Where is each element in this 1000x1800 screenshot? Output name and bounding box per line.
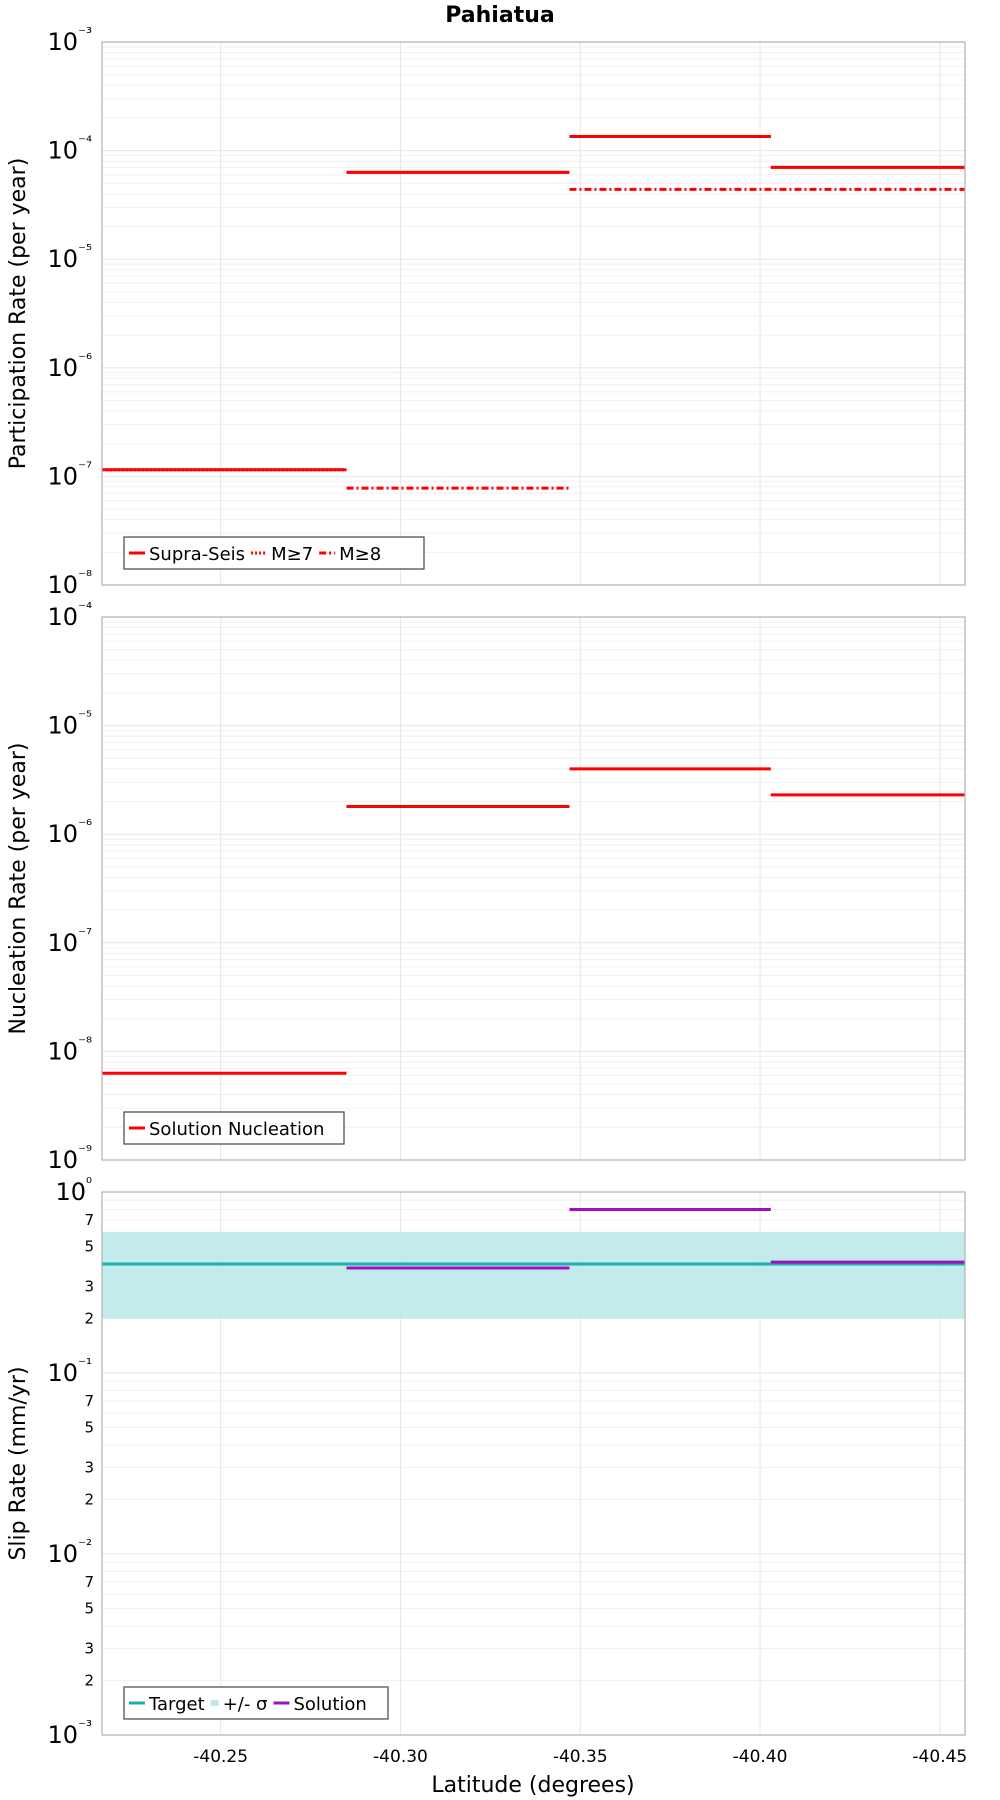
plot-frame [101, 616, 966, 1161]
legend-label: +/- σ [223, 1694, 268, 1715]
y-axis-label: Participation Rate (per year) [6, 158, 31, 470]
y-minor-tick-label: 5 [84, 1237, 94, 1255]
legend [123, 1686, 389, 1720]
y-tick-label: 10⁻⁴ [48, 133, 92, 165]
legend-label: Target [148, 1694, 205, 1715]
y-minor-tick-label: 3 [84, 1278, 94, 1296]
y-minor-tick-label: 3 [84, 1459, 94, 1477]
y-tick-label: 10⁻³ [48, 24, 92, 56]
x-tick-label: -40.45 [912, 1747, 967, 1767]
y-tick-label: 10⁻⁹ [48, 1142, 92, 1174]
y-tick-label: 10⁻⁵ [48, 708, 92, 740]
x-axis-label: Latitude (degrees) [431, 1773, 634, 1798]
y-minor-tick-label: 7 [84, 1211, 94, 1229]
x-tick-label: -40.30 [373, 1747, 428, 1767]
y-tick-label: 10⁻⁴ [48, 599, 92, 631]
x-tick-label: -40.35 [553, 1747, 608, 1767]
legend-label: Solution Nucleation [149, 1119, 324, 1140]
y-minor-tick-label: 7 [84, 1392, 94, 1410]
y-minor-tick-label: 5 [84, 1418, 94, 1436]
y-axis-label: Slip Rate (mm/yr) [6, 1366, 31, 1560]
chart-title: Pahiatua [445, 3, 554, 28]
x-tick-label: -40.25 [193, 1747, 248, 1767]
legend [123, 536, 425, 570]
panel-3: 10⁻³ 10⁻² 10⁻¹ 10⁰ 2 3 5 7 2 3 5 7 2 3 5 7 Slip Rate (mm… [6, 1174, 967, 1767]
y-tick-label: 10⁻² [48, 1536, 92, 1568]
y-tick-label: 10⁻⁷ [48, 458, 92, 490]
legend [123, 1111, 345, 1145]
y-minor-tick-label: 2 [84, 1672, 94, 1690]
y-tick-label: 10⁰ [55, 1174, 92, 1206]
y-tick-label: 10⁻⁵ [48, 241, 92, 273]
legend-label: M≥8 [339, 544, 381, 565]
plot-frame [101, 41, 966, 586]
legend-label: M≥7 [271, 544, 313, 565]
y-tick-label: 10⁻⁶ [48, 350, 92, 382]
y-axis-label: Nucleation Rate (per year) [6, 743, 31, 1035]
y-minor-tick-label: 7 [84, 1573, 94, 1591]
y-minor-tick-label: 5 [84, 1599, 94, 1617]
y-minor-tick-label: 3 [84, 1640, 94, 1658]
legend-label: Supra-Seis [149, 544, 245, 565]
y-minor-tick-label: 2 [84, 1310, 94, 1328]
plot-frame [101, 1191, 966, 1736]
y-tick-label: 10⁻⁷ [48, 925, 92, 957]
legend-swatch [210, 1700, 219, 1706]
y-tick-label: 10⁻⁸ [48, 1033, 92, 1065]
legend-label: Solution [293, 1694, 366, 1715]
sigma-band [102, 1232, 965, 1319]
y-tick-label: 10⁻⁶ [48, 816, 92, 848]
x-tick-label: -40.40 [733, 1747, 788, 1767]
panel-1: 10⁻⁸ 10⁻⁷ 10⁻⁶ 10⁻⁵ 10⁻⁴ 10⁻³ Participation Ra… [6, 24, 966, 599]
y-tick-label: 10⁻¹ [48, 1355, 92, 1387]
panel-2: 10⁻⁹ 10⁻⁸ 10⁻⁷ 10⁻⁶ 10⁻⁵ 10⁻⁴ Nucleation Rate … [6, 599, 966, 1174]
y-tick-label: 10⁻⁸ [48, 567, 92, 599]
y-tick-label: 10⁻³ [48, 1717, 92, 1749]
y-minor-tick-label: 2 [84, 1491, 94, 1509]
